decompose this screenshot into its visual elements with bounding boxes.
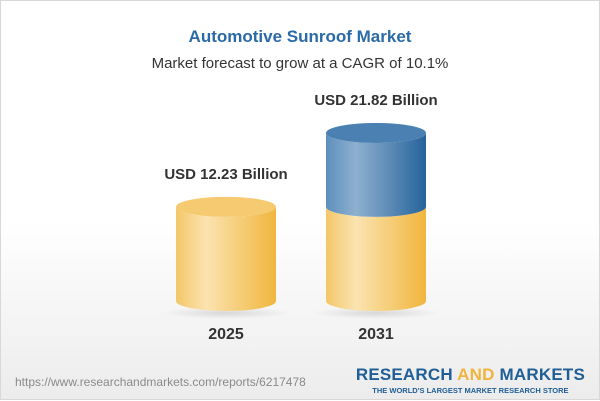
cylinder-top	[326, 122, 426, 143]
cylinder-top	[176, 196, 276, 217]
logo-tagline: THE WORLD'S LARGEST MARKET RESEARCH STOR…	[372, 386, 569, 395]
research-and-markets-logo: RESEARCH AND MARKETS THE WORLD'S LARGEST…	[356, 365, 585, 395]
cylinder-bar-2025	[176, 206, 276, 311]
logo-text: AND	[457, 365, 495, 384]
cylinder-growth-segment	[326, 132, 426, 217]
logo-text: MARKETS	[499, 365, 585, 384]
category-label: 2025	[208, 326, 244, 343]
chart-title: Automotive Sunroof Market	[188, 27, 412, 46]
data-label: USD 21.82 Billion	[314, 92, 437, 109]
data-label: USD 12.23 Billion	[164, 166, 287, 183]
category-label: 2031	[358, 326, 394, 343]
cylinder-shadow	[162, 307, 290, 319]
report-url[interactable]: https://www.researchandmarkets.com/repor…	[15, 375, 306, 389]
logo-text: RESEARCH	[355, 365, 453, 384]
cylinder-shadow	[312, 307, 440, 319]
chart-subtitle: Market forecast to grow at a CAGR of 10.…	[151, 55, 449, 72]
cylinder-base-segment	[326, 206, 426, 311]
